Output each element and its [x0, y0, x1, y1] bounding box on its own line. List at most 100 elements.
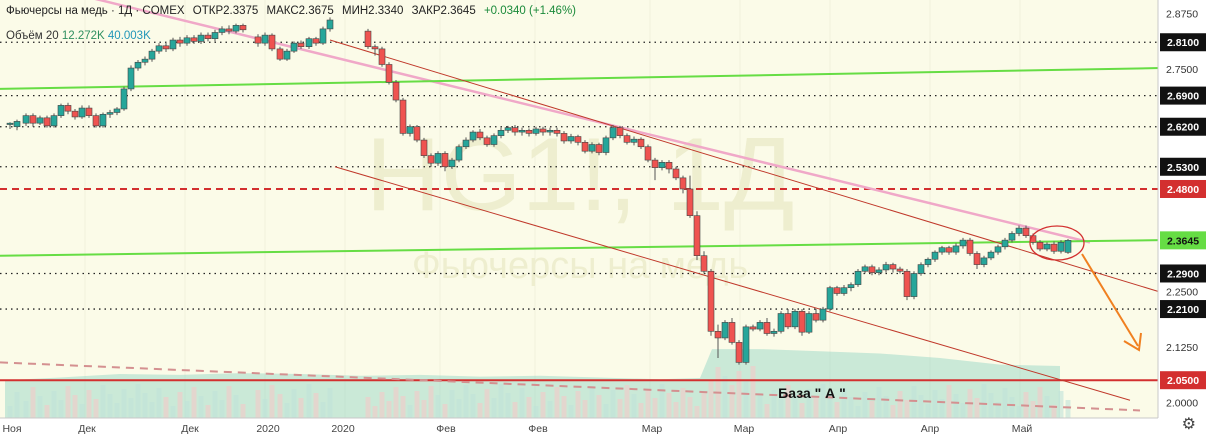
volume-bar — [778, 399, 784, 418]
volume-bar — [820, 384, 826, 418]
candle — [588, 144, 596, 152]
candle — [756, 322, 764, 330]
candle — [819, 308, 827, 321]
volume-bar — [7, 406, 13, 418]
candle — [385, 64, 393, 83]
volume-bar — [163, 397, 169, 418]
candle — [127, 67, 135, 90]
candle — [658, 162, 666, 168]
volume-ma-value: 40.003K — [107, 30, 151, 42]
volume-legend[interactable]: Объём 20 12.272K 40.003K — [6, 30, 151, 42]
volume-bar — [939, 399, 945, 418]
open-value: ОТКР2.3375 — [192, 5, 259, 17]
volume-bar — [100, 385, 106, 418]
last-price-label: 2.3645 — [1167, 235, 1199, 247]
volume-bar — [1065, 400, 1071, 418]
watermark-symbol: HG1!, 1Д — [366, 117, 795, 233]
volume-bar — [603, 404, 609, 418]
candle — [805, 313, 813, 333]
candle — [966, 239, 974, 254]
volume-bar — [442, 404, 448, 418]
candle — [364, 30, 372, 47]
candle — [78, 107, 86, 118]
candle — [399, 99, 407, 134]
candle — [693, 215, 701, 256]
volume-bar — [184, 401, 190, 418]
volume-bar — [72, 395, 78, 418]
volume-bar — [142, 393, 148, 418]
volume-bar — [379, 392, 385, 418]
volume-bar — [198, 396, 204, 418]
volume-bar — [128, 398, 134, 418]
candle — [749, 326, 757, 330]
volume-bar — [953, 394, 959, 418]
volume-bar — [771, 390, 777, 418]
volume-bar — [428, 386, 434, 418]
candle — [714, 330, 722, 339]
volume-bar — [841, 388, 847, 418]
volume-bar — [170, 406, 176, 418]
candle — [378, 48, 386, 65]
volume-bar — [729, 385, 735, 418]
volume-bar — [911, 386, 917, 418]
candle — [305, 38, 313, 47]
volume-bar — [284, 403, 290, 418]
candle — [581, 141, 589, 152]
time-tick-label: Май — [1012, 423, 1033, 435]
candle — [434, 153, 442, 164]
volume-bar — [862, 392, 868, 418]
candle — [910, 273, 918, 297]
volume-bar — [365, 397, 371, 418]
candle — [392, 81, 400, 101]
volume-bar — [890, 405, 896, 418]
candle — [448, 159, 456, 168]
candle — [742, 326, 750, 363]
volume-bar — [561, 396, 567, 418]
candle — [483, 137, 491, 145]
instrument-title[interactable]: Фьючерсы на медь · 1Д · COMEX — [6, 5, 185, 17]
volume-bar — [575, 391, 581, 418]
candle — [204, 34, 212, 39]
level-label-box — [1160, 86, 1206, 105]
volume-bar — [484, 389, 490, 418]
candle — [71, 110, 79, 118]
candle — [896, 268, 904, 272]
volume-bar — [974, 398, 980, 418]
volume-bar — [277, 394, 283, 418]
candle — [784, 313, 792, 328]
level-label-box — [1160, 117, 1206, 136]
candle — [630, 138, 638, 143]
candle — [539, 128, 547, 133]
candle — [1043, 243, 1051, 250]
volume-bar — [925, 404, 931, 418]
time-tick-label: Фев — [528, 423, 548, 435]
candle — [162, 45, 170, 50]
volume-bar — [827, 393, 833, 418]
candle — [854, 270, 862, 285]
level-label-box — [1160, 300, 1206, 319]
volume-bar — [226, 386, 232, 418]
volume-bar — [547, 401, 553, 418]
volume-bar — [456, 399, 462, 418]
trendline-channel-upper — [329, 39, 1166, 294]
level-label: 2.5300 — [1167, 162, 1199, 174]
candle — [476, 131, 484, 139]
candle — [1001, 239, 1009, 248]
level-label-box — [1160, 264, 1206, 283]
candle — [176, 39, 184, 44]
time-tick-label: Мар — [642, 423, 663, 435]
volume-bar — [44, 405, 50, 418]
candle — [945, 247, 953, 253]
volume-bar — [806, 389, 812, 418]
candle — [148, 50, 156, 60]
time-tick-label: Дек — [78, 423, 96, 435]
candle — [735, 342, 743, 363]
candle — [113, 108, 121, 113]
volume-bar — [1009, 397, 1015, 418]
settings-gear-icon[interactable]: ⚙ — [1181, 416, 1196, 433]
candle — [504, 127, 512, 131]
volume-label: Объём 20 — [6, 30, 59, 42]
candle — [791, 310, 799, 328]
candle — [225, 28, 233, 32]
